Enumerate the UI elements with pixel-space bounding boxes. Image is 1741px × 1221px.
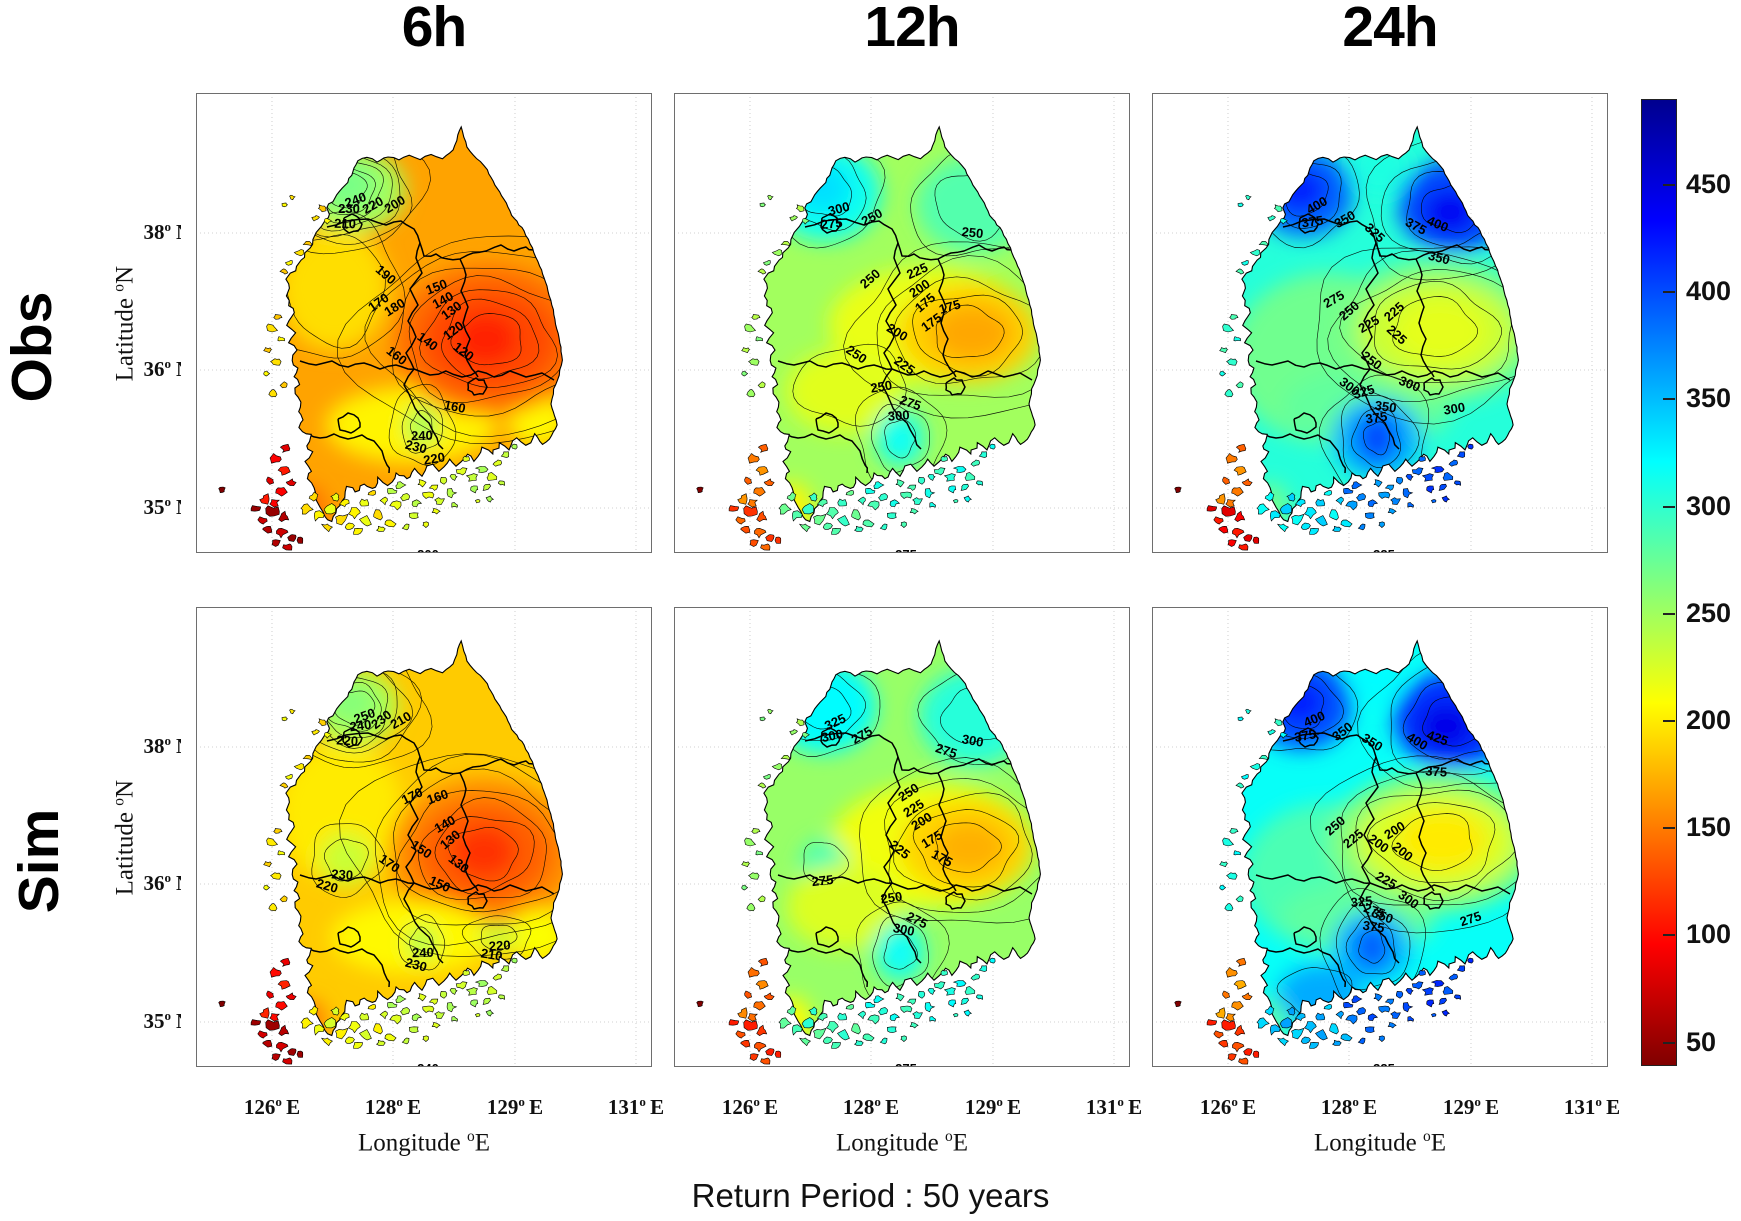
svg-text:220: 220	[315, 875, 340, 895]
svg-text:250: 250	[352, 705, 378, 727]
svg-text:230: 230	[404, 955, 429, 975]
svg-text:240: 240	[411, 428, 433, 443]
svg-text:325: 325	[1350, 893, 1373, 910]
svg-text:300: 300	[1442, 399, 1466, 417]
svg-text:210: 210	[480, 945, 504, 963]
svg-text:160: 160	[443, 397, 467, 416]
svg-text:375: 375	[1425, 763, 1447, 779]
svg-text:230: 230	[331, 866, 353, 882]
svg-text:275: 275	[934, 740, 959, 761]
svg-text:150: 150	[424, 276, 450, 298]
svg-text:275: 275	[1458, 908, 1483, 929]
svg-text:300: 300	[820, 726, 844, 745]
svg-text:375: 375	[1365, 409, 1389, 427]
svg-text:425: 425	[1425, 727, 1451, 749]
svg-text:240: 240	[417, 1061, 439, 1067]
svg-text:375: 375	[1362, 918, 1386, 936]
svg-text:250: 250	[880, 889, 904, 907]
svg-text:275: 275	[895, 1061, 917, 1067]
svg-text:240: 240	[349, 717, 372, 735]
svg-text:200: 200	[417, 547, 439, 553]
svg-text:275: 275	[820, 215, 843, 232]
svg-text:325: 325	[1351, 381, 1376, 402]
svg-text:220: 220	[422, 449, 446, 468]
svg-text:350: 350	[1374, 398, 1398, 416]
svg-text:325: 325	[1373, 1061, 1395, 1067]
svg-text:350: 350	[1427, 248, 1452, 268]
svg-text:240: 240	[412, 945, 434, 960]
svg-text:220: 220	[488, 937, 511, 953]
svg-text:220: 220	[336, 732, 358, 748]
svg-text:275: 275	[1362, 900, 1387, 921]
svg-text:325: 325	[1373, 547, 1395, 553]
svg-text:375: 375	[1293, 726, 1317, 745]
svg-text:160: 160	[425, 786, 450, 807]
svg-text:350: 350	[1370, 905, 1396, 927]
svg-text:240: 240	[343, 189, 369, 211]
svg-text:175: 175	[937, 296, 962, 316]
svg-text:300: 300	[826, 199, 851, 219]
svg-text:250: 250	[961, 224, 984, 241]
svg-text:230: 230	[404, 437, 429, 457]
svg-text:300: 300	[961, 731, 985, 750]
svg-text:210: 210	[334, 216, 356, 231]
svg-text:250: 250	[869, 377, 893, 395]
svg-text:375: 375	[1301, 213, 1325, 231]
svg-text:230: 230	[338, 201, 360, 216]
svg-text:300: 300	[892, 920, 916, 939]
svg-text:275: 275	[811, 872, 834, 889]
svg-text:275: 275	[895, 547, 917, 553]
svg-text:300: 300	[887, 407, 910, 423]
svg-text:275: 275	[898, 392, 923, 413]
